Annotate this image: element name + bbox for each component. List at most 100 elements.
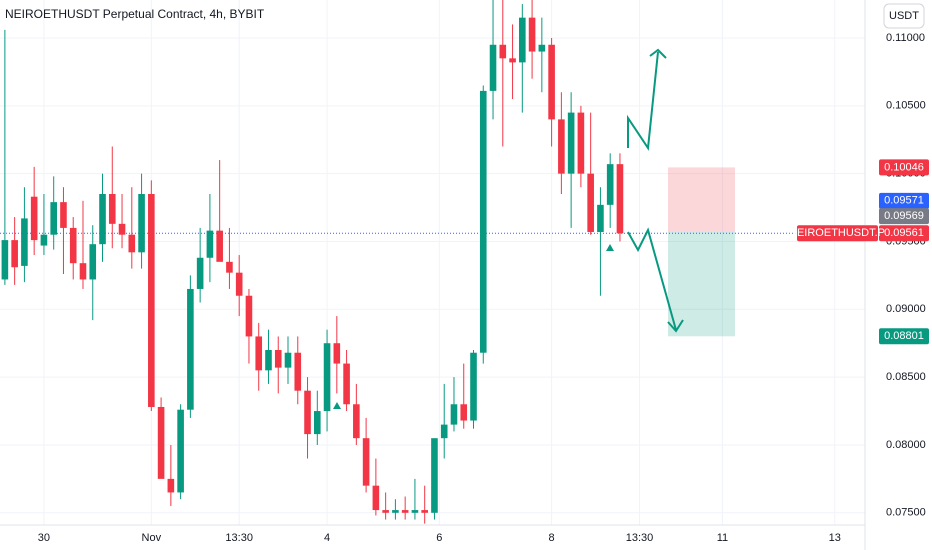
candle-body [60, 202, 67, 228]
candle-body [558, 119, 565, 174]
y-tick-label: 0.11000 [886, 32, 925, 44]
candle-body [509, 58, 516, 63]
candle-body [489, 44, 497, 91]
y-tick-label: 0.07500 [886, 507, 926, 519]
signal-marker [606, 244, 614, 251]
price-tag-label: 0.09571 [884, 195, 924, 207]
price-tag [879, 208, 929, 225]
target-zone [668, 231, 735, 337]
candle-body [21, 218, 28, 266]
candle-body [167, 478, 175, 493]
y-tick-label: 0.08000 [886, 439, 926, 451]
stop-zone [668, 167, 735, 232]
arrow-head [667, 319, 684, 333]
candle-body [206, 230, 214, 258]
price-tag-label: 0.10046 [884, 161, 924, 173]
candle-body [138, 193, 145, 253]
x-tick-label: 11 [717, 532, 728, 544]
plot [0, 0, 865, 524]
candle-body [187, 288, 194, 410]
price-tag-label: 0.09561 [884, 227, 924, 239]
price-tag [879, 159, 929, 176]
candle-body [499, 44, 507, 59]
x-tick-label: Nov [142, 532, 162, 544]
candle-body [304, 390, 311, 435]
candle-body [411, 510, 419, 513]
candle-body [128, 234, 136, 253]
candle-body [577, 112, 585, 174]
candle-body [284, 352, 292, 368]
symbol-tag [797, 225, 878, 242]
candle-body [313, 411, 321, 435]
candle-body [294, 352, 302, 391]
signal-marker [333, 402, 341, 409]
candle-body [323, 343, 331, 412]
candle-body [421, 510, 428, 513]
candle-body [567, 112, 575, 174]
candle-body [431, 438, 438, 513]
candle-body [1, 240, 9, 280]
candle-body [40, 234, 48, 246]
candle-body [372, 485, 380, 511]
candle-body [587, 173, 594, 232]
candle-body [450, 404, 458, 425]
candle-body [216, 230, 223, 262]
price-tags: 0.10046 0.09571 0.09569 0.09561 0.08801 NEIRO… [789, 159, 929, 345]
candle-body [470, 352, 477, 421]
candle-body [274, 350, 282, 368]
candle-body [548, 44, 555, 120]
candle-body [255, 336, 263, 371]
symbol-tag-label: NEIROETHUSDT.P [789, 227, 885, 239]
x-tick-label: 6 [436, 532, 442, 544]
y-tick-label: 0.10500 [886, 100, 926, 112]
x-tick-label: 13 [829, 532, 841, 544]
price-tag [879, 192, 929, 209]
x-tick-label: 30 [38, 532, 50, 544]
candle-body [597, 204, 604, 232]
candle-body [245, 295, 253, 337]
candle-body [353, 404, 360, 439]
currency-label: USDT [889, 10, 919, 22]
candle-body [528, 17, 536, 52]
chart-title: NEIROETHUSDT Perpetual Contract, 4h, BYB… [5, 7, 265, 21]
x-tick-label: 13:30 [225, 532, 253, 544]
candle-body [30, 196, 38, 241]
candle-body [108, 193, 116, 224]
candle-body [606, 164, 614, 205]
candle-body [333, 343, 341, 364]
candle-body [479, 90, 487, 353]
candle-body [226, 261, 233, 273]
price-tag-label: 0.08801 [884, 330, 924, 342]
candle-body [401, 510, 409, 513]
arrow-up [627, 51, 659, 151]
candle-body [89, 244, 97, 280]
candle-body [538, 44, 546, 52]
candle-body [265, 350, 272, 371]
candle-body [50, 202, 57, 235]
candle-body [343, 363, 350, 405]
arrow-head [649, 48, 667, 59]
candle-body [196, 257, 204, 289]
candle-body [118, 223, 126, 235]
x-tick-label: 8 [549, 532, 555, 544]
candle-body [69, 227, 77, 264]
candle-body [519, 17, 526, 63]
candle-body [362, 438, 370, 486]
candle-body [616, 164, 624, 234]
candle-body [11, 240, 18, 268]
arrow-down [627, 227, 677, 331]
x-tick-label: 13:30 [626, 532, 654, 544]
price-tag [879, 328, 929, 345]
candle-body [440, 424, 448, 439]
currency-button[interactable] [883, 3, 925, 29]
price-tag-label: 0.09569 [884, 210, 924, 222]
y-tick-label: 0.08500 [886, 371, 926, 383]
y-tick-label: 0.09000 [886, 303, 926, 315]
x-tick-label: 4 [324, 532, 330, 544]
candle-body [157, 406, 165, 479]
candle-body [382, 510, 389, 513]
price-tag [879, 225, 929, 242]
candle-body [235, 272, 243, 296]
